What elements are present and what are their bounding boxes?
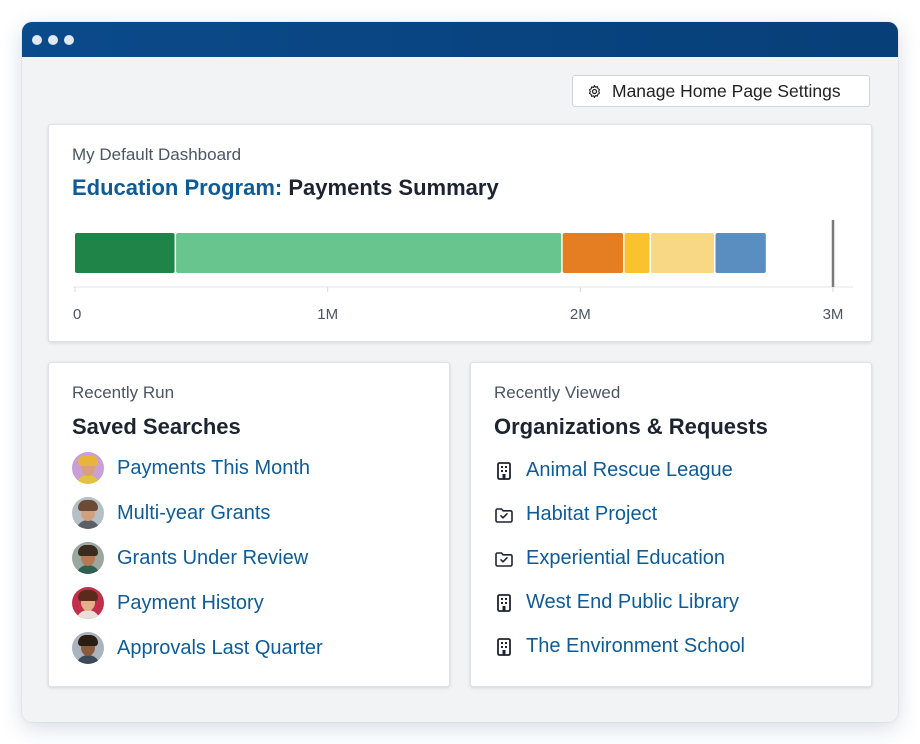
saved-search-item[interactable]: Approvals Last Quarter (72, 632, 323, 664)
dashboard-title-text: Payments Summary (288, 175, 499, 200)
manage-home-page-settings-button[interactable]: Manage Home Page Settings (572, 75, 870, 107)
recent-item-label: West End Public Library (526, 591, 740, 613)
bar-segment-1 (75, 233, 175, 273)
settings-button-label: Manage Home Page Settings (612, 80, 841, 101)
avatar (72, 632, 104, 664)
saved-search-item[interactable]: Payment History (72, 587, 264, 619)
window-dot (64, 34, 74, 45)
building-icon (497, 461, 511, 480)
recent-item-label: Habitat Project (526, 503, 658, 525)
dashboard-title: Education Program: Payments Summary (72, 175, 499, 201)
saved-searches-heading: Saved Searches (72, 414, 241, 439)
recent-item[interactable]: West End Public Library (494, 591, 739, 614)
folder-check-icon (495, 507, 513, 523)
recent-item-label: The Environment School (526, 635, 746, 657)
recent-item[interactable]: Habitat Project (494, 503, 657, 526)
bar-segment-5 (651, 233, 715, 273)
recent-item-label: Experiential Education (526, 547, 726, 569)
window-dot (32, 34, 42, 45)
recent-item-label: Animal Rescue League (526, 459, 733, 481)
bar-segment-2 (176, 233, 562, 273)
title-bar (22, 22, 898, 57)
avatar (72, 497, 104, 529)
x-tick-label: 3M (823, 306, 844, 323)
x-tick-label: 1M (317, 306, 338, 323)
saved-search-item[interactable]: Payments This Month (72, 452, 310, 484)
recent-item[interactable]: Experiential Education (494, 547, 725, 570)
payments-chart: 0 1M 2M 3M (73, 220, 853, 323)
saved-search-item[interactable]: Multi-year Grants (72, 497, 270, 529)
window-dot (48, 34, 58, 45)
saved-search-label: Grants Under Review (117, 546, 309, 569)
gear-icon (588, 84, 601, 98)
saved-searches-eyebrow: Recently Run (72, 383, 175, 402)
program-link[interactable]: Education Program: (72, 175, 283, 200)
saved-search-label: Payment History (117, 591, 264, 614)
recent-item[interactable]: The Environment School (494, 635, 745, 658)
avatar (72, 587, 104, 619)
recent-items-card: Recently Viewed Organizations & Requests… (470, 362, 872, 687)
building-icon (497, 637, 511, 656)
saved-search-label: Multi-year Grants (117, 501, 271, 524)
x-tick-label: 0 (73, 306, 81, 323)
folder-check-icon (495, 551, 513, 567)
x-tick-label: 2M (570, 306, 591, 323)
app-window: Manage Home Page Settings My Default Das… (22, 22, 898, 722)
dashboard-eyebrow: My Default Dashboard (72, 145, 242, 164)
bar-segment-6 (715, 233, 766, 273)
recent-eyebrow: Recently Viewed (494, 383, 621, 402)
recent-item[interactable]: Animal Rescue League (494, 459, 733, 482)
saved-search-label: Approvals Last Quarter (117, 636, 323, 659)
avatar (72, 542, 104, 574)
building-icon (497, 593, 511, 612)
recent-heading: Organizations & Requests (494, 414, 768, 439)
saved-searches-card: Recently Run Saved Searches Payments Thi… (48, 362, 450, 687)
bar-segment-3 (562, 233, 624, 273)
payments-summary-card: My Default Dashboard Education Program: … (48, 124, 872, 342)
avatar (72, 452, 104, 484)
saved-search-item[interactable]: Grants Under Review (72, 542, 308, 574)
saved-search-label: Payments This Month (117, 456, 311, 479)
bar-segment-4 (624, 233, 650, 273)
